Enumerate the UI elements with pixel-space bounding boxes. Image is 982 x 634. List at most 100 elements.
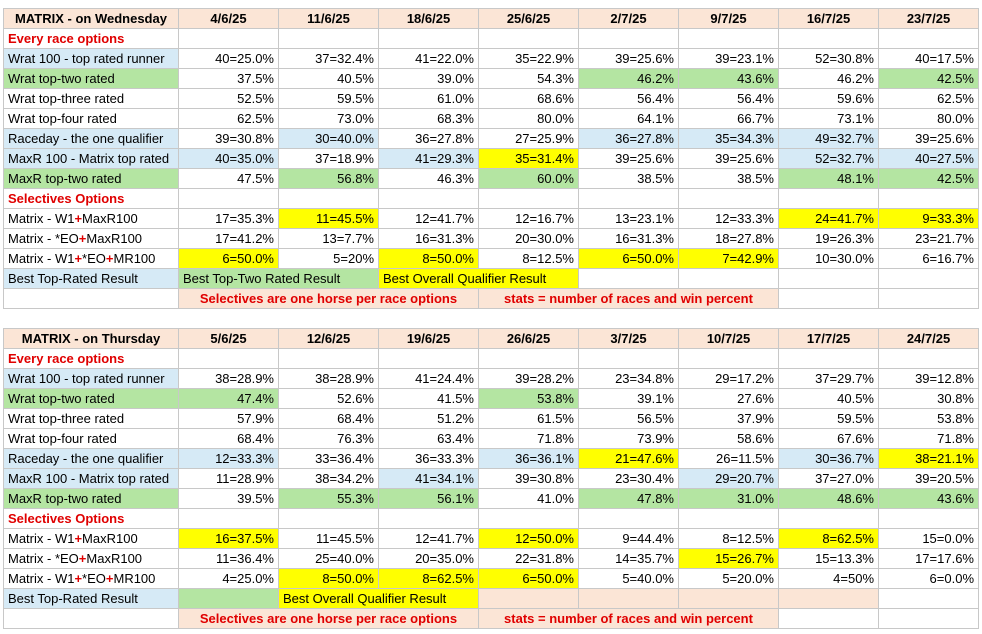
cell[interactable]: 40=35.0% (178, 148, 279, 169)
cell[interactable]: 17=17.6% (878, 548, 979, 569)
cell[interactable]: 8=62.5% (378, 568, 479, 589)
cell[interactable] (678, 268, 779, 289)
cell[interactable] (3, 608, 179, 629)
cell[interactable]: 61.0% (378, 88, 479, 109)
cell[interactable]: 15=13.3% (778, 548, 879, 569)
date-header[interactable]: 17/7/25 (778, 328, 879, 349)
cell[interactable] (478, 28, 579, 49)
cell[interactable]: 23=34.8% (578, 368, 679, 389)
cell[interactable]: 51.2% (378, 408, 479, 429)
cell[interactable]: 37=32.4% (278, 48, 379, 69)
cell[interactable]: 56.1% (378, 488, 479, 509)
cell[interactable]: 27.6% (678, 388, 779, 409)
cell[interactable]: 46.2% (578, 68, 679, 89)
legend-best-overall[interactable]: Best Overall Qualifier Result (278, 588, 479, 609)
row-label[interactable]: Matrix - W1+*EO+MR100 (3, 248, 179, 269)
row-label[interactable]: MaxR top-two rated (3, 488, 179, 509)
cell[interactable] (3, 288, 179, 309)
cell[interactable]: 30=40.0% (278, 128, 379, 149)
cell[interactable]: 39=25.6% (578, 48, 679, 69)
section-label[interactable]: Every race options (3, 348, 179, 369)
cell[interactable]: 12=41.7% (378, 208, 479, 229)
cell[interactable]: 46.2% (778, 68, 879, 89)
cell[interactable]: 48.1% (778, 168, 879, 189)
cell[interactable]: 52.6% (278, 388, 379, 409)
cell[interactable]: 37.5% (178, 68, 279, 89)
cell[interactable]: 39=23.1% (678, 48, 779, 69)
cell[interactable]: 11=45.5% (278, 528, 379, 549)
cell[interactable]: 41=34.1% (378, 468, 479, 489)
cell[interactable] (478, 588, 579, 609)
cell[interactable] (578, 188, 679, 209)
cell[interactable]: 38.5% (578, 168, 679, 189)
cell[interactable]: 41.5% (378, 388, 479, 409)
cell[interactable] (778, 348, 879, 369)
cell[interactable]: 12=33.3% (678, 208, 779, 229)
cell[interactable] (578, 268, 679, 289)
date-header[interactable]: 25/6/25 (478, 8, 579, 29)
cell[interactable]: 40=25.0% (178, 48, 279, 69)
date-header[interactable]: 9/7/25 (678, 8, 779, 29)
cell[interactable]: 37.9% (678, 408, 779, 429)
cell[interactable]: 6=0.0% (878, 568, 979, 589)
cell[interactable]: 76.3% (278, 428, 379, 449)
cell[interactable]: 53.8% (478, 388, 579, 409)
cell[interactable]: 38=21.1% (878, 448, 979, 469)
cell[interactable]: 26=11.5% (678, 448, 779, 469)
legend-best-top-rated[interactable]: Best Top-Rated Result (3, 268, 179, 289)
legend-best-top-two[interactable] (178, 588, 279, 609)
legend-best-top-two[interactable]: Best Top-Two Rated Result (178, 268, 379, 289)
cell[interactable]: 8=12.5% (678, 528, 779, 549)
cell[interactable] (478, 188, 579, 209)
cell[interactable]: 68.4% (278, 408, 379, 429)
cell[interactable]: 39=25.6% (878, 128, 979, 149)
cell[interactable]: 18=27.8% (678, 228, 779, 249)
cell[interactable]: 9=44.4% (578, 528, 679, 549)
cell[interactable]: 24=41.7% (778, 208, 879, 229)
selectives-note[interactable]: Selectives are one horse per race option… (178, 608, 479, 629)
cell[interactable]: 39=12.8% (878, 368, 979, 389)
cell[interactable]: 11=36.4% (178, 548, 279, 569)
cell[interactable] (478, 508, 579, 529)
cell[interactable]: 59.5% (278, 88, 379, 109)
date-header[interactable]: 16/7/25 (778, 8, 879, 29)
cell[interactable]: 13=23.1% (578, 208, 679, 229)
cell[interactable]: 40.5% (778, 388, 879, 409)
date-header[interactable]: 23/7/25 (878, 8, 979, 29)
row-label[interactable]: Wrat top-two rated (3, 68, 179, 89)
cell[interactable] (578, 348, 679, 369)
row-label[interactable]: MaxR 100 - Matrix top rated (3, 148, 179, 169)
cell[interactable] (278, 508, 379, 529)
cell[interactable]: 38=34.2% (278, 468, 379, 489)
cell[interactable]: 16=31.3% (378, 228, 479, 249)
cell[interactable]: 37=18.9% (278, 148, 379, 169)
cell[interactable]: 37=27.0% (778, 468, 879, 489)
cell[interactable]: 56.8% (278, 168, 379, 189)
date-header[interactable]: 19/6/25 (378, 328, 479, 349)
cell[interactable]: 52=32.7% (778, 148, 879, 169)
cell[interactable] (678, 188, 779, 209)
cell[interactable]: 38.5% (678, 168, 779, 189)
cell[interactable]: 4=50% (778, 568, 879, 589)
cell[interactable]: 36=27.8% (578, 128, 679, 149)
cell[interactable] (678, 348, 779, 369)
cell[interactable] (878, 28, 979, 49)
cell[interactable]: 20=30.0% (478, 228, 579, 249)
row-label[interactable]: Raceday - the one qualifier (3, 448, 179, 469)
table-title[interactable]: MATRIX - on Thursday (3, 328, 179, 349)
date-header[interactable]: 24/7/25 (878, 328, 979, 349)
cell[interactable]: 30=36.7% (778, 448, 879, 469)
cell[interactable] (178, 28, 279, 49)
cell[interactable]: 61.5% (478, 408, 579, 429)
cell[interactable]: 8=12.5% (478, 248, 579, 269)
cell[interactable]: 9=33.3% (878, 208, 979, 229)
cell[interactable] (878, 508, 979, 529)
cell[interactable]: 41.0% (478, 488, 579, 509)
row-label[interactable]: Wrat top-four rated (3, 108, 179, 129)
cell[interactable]: 36=27.8% (378, 128, 479, 149)
cell[interactable]: 56.4% (578, 88, 679, 109)
cell[interactable]: 56.4% (678, 88, 779, 109)
cell[interactable] (478, 348, 579, 369)
cell[interactable]: 38=28.9% (278, 368, 379, 389)
cell[interactable]: 42.5% (878, 168, 979, 189)
